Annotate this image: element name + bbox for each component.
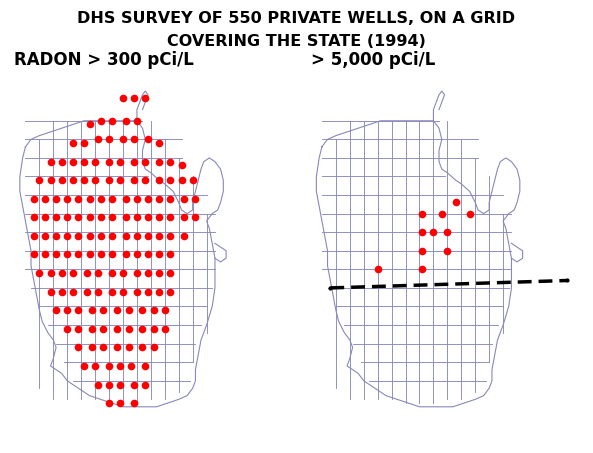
Text: DHS SURVEY OF 550 PRIVATE WELLS, ON A GRID: DHS SURVEY OF 550 PRIVATE WELLS, ON A GR… — [78, 11, 515, 26]
Text: > 5,000 pCi/L: > 5,000 pCi/L — [311, 51, 435, 69]
Text: COVERING THE STATE (1994): COVERING THE STATE (1994) — [167, 34, 426, 49]
Text: RADON > 300 pCi/L: RADON > 300 pCi/L — [14, 51, 194, 69]
